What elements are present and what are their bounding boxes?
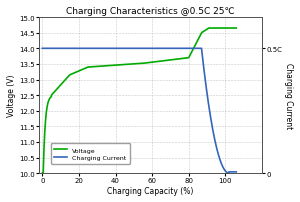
- Line: Voltage: Voltage: [42, 29, 236, 173]
- Line: Charging Current: Charging Current: [42, 49, 236, 173]
- Charging Current: [182, 48, 186, 50]
- Voltage: [152, 61, 156, 64]
- Charging Current: [187, 48, 190, 50]
- Charging Current: [40, 48, 44, 50]
- Voltage: [192, 47, 196, 49]
- Voltage: [125, 64, 128, 66]
- Voltage: [40, 172, 44, 175]
- Charging Current: [218, 158, 221, 160]
- Charging Current: [235, 171, 238, 173]
- Charging Current: [224, 171, 228, 173]
- Voltage: [194, 42, 198, 45]
- Title: Charging Characteristics @0.5C 25℃: Charging Characteristics @0.5C 25℃: [66, 7, 235, 16]
- Voltage: [164, 60, 167, 62]
- Voltage: [55, 88, 59, 91]
- Voltage: [207, 28, 211, 30]
- X-axis label: Charging Capacity (%): Charging Capacity (%): [107, 186, 194, 195]
- Y-axis label: Voltage (V): Voltage (V): [7, 75, 16, 117]
- Charging Current: [41, 48, 45, 50]
- Voltage: [235, 28, 238, 30]
- Charging Current: [183, 48, 187, 50]
- Charging Current: [227, 172, 230, 175]
- Y-axis label: Charging Current: Charging Current: [284, 63, 293, 129]
- Legend: Voltage, Charging Current: Voltage, Charging Current: [51, 144, 130, 164]
